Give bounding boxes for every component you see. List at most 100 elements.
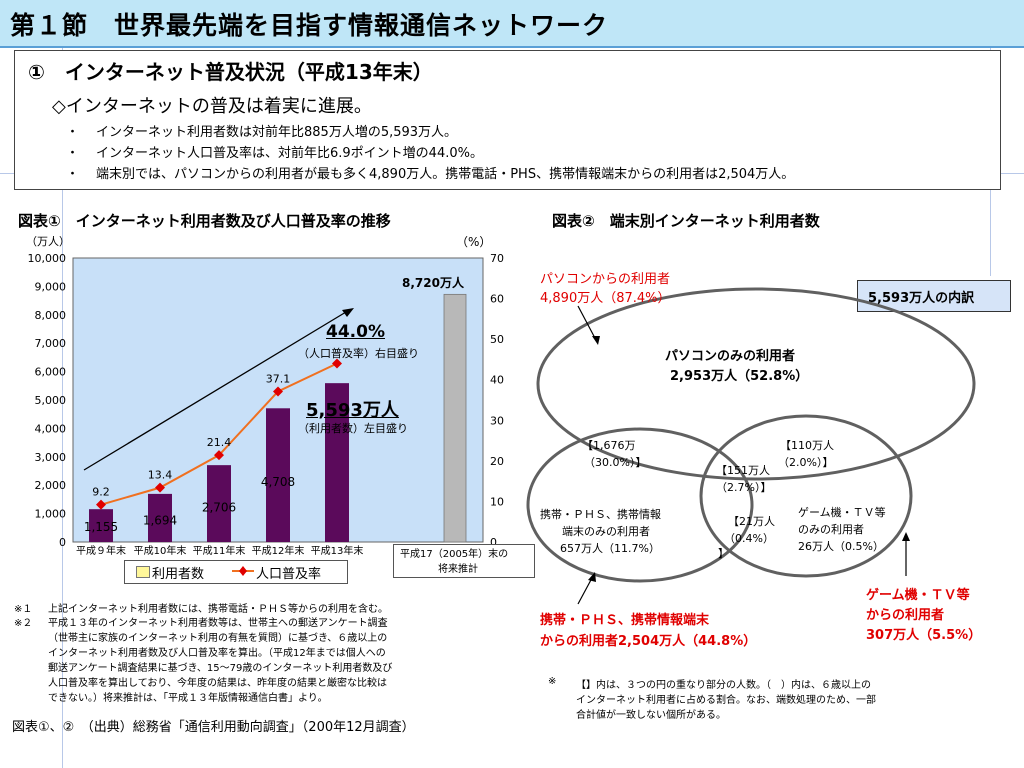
note-text: 合計値が一致しない個所がある。 bbox=[576, 710, 726, 721]
pc-users-arrow-head bbox=[592, 336, 600, 345]
note-text: （世帯主に家族のインターネット利用の有無を質問）に基づき、６歳以上の bbox=[48, 633, 388, 644]
rate-point bbox=[332, 358, 342, 369]
users-bar-label: 1,155 bbox=[84, 520, 118, 534]
note-text: 人口普及率を算出しており、今年度の結果は、昨年度の結果と厳密な比較は bbox=[48, 678, 387, 689]
pc-mobile-overlap: （30.0%）】 bbox=[584, 456, 647, 469]
mobile-users-label: 携帯・ＰＨＳ、携帯情報端末 bbox=[540, 613, 710, 628]
pc-game-overlap: （2.0%）】 bbox=[778, 456, 834, 469]
trend-arrow-head bbox=[342, 308, 354, 317]
legend-line-rate bbox=[232, 566, 254, 576]
mobile-users-arrow-head bbox=[588, 572, 596, 582]
x-category-label: 平成11年末 bbox=[193, 544, 246, 557]
pc-only-value: 2,953万人（52.8%） bbox=[670, 369, 809, 384]
game-users-value: 307万人（5.5%） bbox=[866, 628, 982, 643]
right-axis-tick: 10 bbox=[490, 495, 504, 508]
bullet-marker: ・ bbox=[66, 167, 80, 182]
note-mark: ※ bbox=[548, 676, 557, 687]
left-axis-tick: 0 bbox=[59, 536, 66, 549]
left-axis-unit: （万人） bbox=[26, 235, 70, 248]
left-axis-tick: 10,000 bbox=[28, 252, 67, 265]
note-text: 上記インターネット利用者数には、携帯電話・ＰＨＳ等からの利用を含む。 bbox=[48, 604, 388, 615]
bullet-marker: ・ bbox=[66, 125, 80, 140]
chart2-title: 図表② 端末別インターネット利用者数 bbox=[552, 212, 820, 230]
rate-callout-value: 44.0% bbox=[326, 322, 385, 342]
bullet-text: インターネット人口普及率は、対前年比6.9ポイント増の44.0%。 bbox=[96, 146, 483, 161]
forecast-category-label: 平成17（2005年）末の bbox=[400, 549, 509, 560]
rate-point-label: 9.2 bbox=[92, 486, 110, 499]
left-axis-tick: 4,000 bbox=[35, 422, 67, 435]
left-axis-tick: 9,000 bbox=[35, 280, 67, 293]
mobile-game-overlap: 【21万人 bbox=[728, 515, 775, 528]
forecast-category-label: 将来推計 bbox=[438, 564, 478, 575]
note-text: インターネット利用者に占める割合。なお、端数処理のため、一部 bbox=[576, 695, 876, 706]
pc-users-circle bbox=[536, 287, 976, 481]
forecast-category-box bbox=[393, 544, 535, 578]
mobile-game-overlap: （0.4%） bbox=[724, 532, 774, 545]
pc-users-value: 4,890万人（87.4%） bbox=[540, 291, 671, 306]
mobile-only-label: 携帯・ＰＨＳ、携帯情報 bbox=[540, 508, 661, 521]
game-users-label: からの利用者 bbox=[866, 608, 945, 623]
right-axis-tick: 50 bbox=[490, 333, 504, 346]
note-text: できない。）将来推計は、「平成１３年版情報通信白書」より。 bbox=[48, 693, 328, 704]
guide-line bbox=[62, 46, 63, 768]
summary-box bbox=[14, 50, 1001, 190]
game-users-arrow-head bbox=[902, 532, 910, 541]
left-axis-tick: 8,000 bbox=[35, 309, 67, 322]
legend-label-rate: 人口普及率 bbox=[256, 567, 322, 582]
summary-subheading: ◇インターネットの普及は着実に進展。 bbox=[52, 96, 372, 117]
note-text: 【】内は、３つの円の重なり部分の人数。（ ）内は、６歳以上の bbox=[576, 680, 871, 691]
note-mark: ※２ bbox=[14, 618, 33, 629]
rate-callout-note: （人口普及率）右目盛り bbox=[298, 347, 419, 360]
left-axis-tick: 7,000 bbox=[35, 337, 67, 350]
bullet-marker: ・ bbox=[66, 146, 80, 161]
right-axis-tick: 30 bbox=[490, 414, 504, 427]
rate-point-label: 37.1 bbox=[266, 372, 291, 385]
breakdown-label: 5,593万人の内訳 bbox=[868, 291, 975, 306]
game-only-label: のみの利用者 bbox=[798, 523, 864, 536]
pc-mobile-overlap: 【1,676万 bbox=[582, 439, 636, 452]
pc-game-overlap: 【110万人 bbox=[780, 439, 834, 452]
legend-swatch-users bbox=[136, 566, 150, 578]
game-users-label: ゲーム機・ＴＶ等 bbox=[866, 588, 970, 603]
all-three-overlap: 【151万人 bbox=[716, 464, 770, 477]
bullet-text: インターネット利用者数は対前年比885万人増の5,593万人。 bbox=[96, 125, 458, 140]
note-text: 郵送アンケート調査結果に基づき、15～79歳のインターネット利用者数及び bbox=[48, 663, 393, 674]
left-axis-tick: 6,000 bbox=[35, 366, 67, 379]
x-category-label: 平成12年末 bbox=[252, 544, 305, 557]
right-axis-unit: （%） bbox=[456, 235, 492, 249]
trend-arrow bbox=[83, 311, 347, 471]
right-axis-tick: 0 bbox=[490, 536, 497, 549]
users-bar-label: 2,706 bbox=[202, 500, 236, 514]
game-only-label: ゲーム機・ＴＶ等 bbox=[798, 506, 886, 519]
mobile-users-circle bbox=[526, 427, 754, 583]
rate-point bbox=[273, 386, 283, 397]
game-only-value: 26万人（0.5%） bbox=[798, 540, 884, 553]
right-axis-tick: 60 bbox=[490, 293, 504, 306]
note-text: インターネット利用者数及び人口普及率を算出。（平成12年までは個人への bbox=[48, 648, 386, 659]
legend-label-users: 利用者数 bbox=[152, 567, 205, 582]
x-category-label: 平成13年末 bbox=[311, 544, 364, 557]
right-axis-tick: 70 bbox=[490, 252, 504, 265]
title-bar bbox=[0, 0, 1024, 48]
pc-only-label: パソコンのみの利用者 bbox=[665, 349, 796, 364]
users-bar bbox=[207, 465, 231, 542]
rate-point bbox=[214, 450, 224, 461]
users-bar bbox=[148, 493, 172, 542]
mobile-users-arrow bbox=[577, 577, 593, 605]
game-users-circle bbox=[699, 414, 913, 578]
mobile-game-overlap: 】 bbox=[718, 547, 729, 560]
note-text: 平成１３年のインターネット利用者数等は、世帯主への郵送アンケート調査 bbox=[48, 618, 388, 629]
users-bar-label: 4,708 bbox=[261, 475, 295, 489]
users-bar bbox=[89, 509, 113, 542]
left-axis-tick: 3,000 bbox=[35, 451, 67, 464]
left-axis-tick: 2,000 bbox=[35, 479, 67, 492]
forecast-value-label: 8,720万人 bbox=[402, 276, 464, 290]
rate-point-label: 21.4 bbox=[207, 436, 232, 449]
users-bar bbox=[325, 383, 349, 542]
source-note: 図表①、② （出典）総務省「通信利用動向調査」（200年12月調査） bbox=[12, 720, 415, 735]
right-axis-tick: 20 bbox=[490, 455, 504, 468]
users-callout-value: 5,593万人 bbox=[306, 400, 399, 421]
rate-point bbox=[155, 482, 165, 493]
